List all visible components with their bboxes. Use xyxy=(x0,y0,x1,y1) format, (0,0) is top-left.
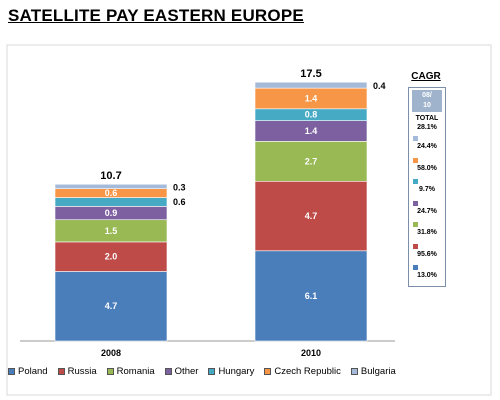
data-label-romania-2008: 1.5 xyxy=(105,226,118,236)
cagr-value: 9.7% xyxy=(419,186,435,193)
cagr-row: 24.7% xyxy=(409,200,445,219)
cagr-swatch xyxy=(413,265,418,270)
cagr-swatch xyxy=(413,243,418,249)
cagr-value: 58.0% xyxy=(417,164,437,172)
cagr-row: 13.0% xyxy=(409,265,445,283)
bar-romania-2010 xyxy=(254,141,368,182)
cagr-row: 95.6% xyxy=(409,243,445,262)
data-label-hungary-2010: 0.8 xyxy=(305,110,318,120)
cagr-row: 31.8% xyxy=(409,222,445,240)
data-label-poland-2008: 4.7 xyxy=(105,301,118,311)
data-label-bulgaria-2010: 0.4 xyxy=(373,81,386,91)
cagr-value: 24.7% xyxy=(417,207,437,215)
cagr-row: 58.0% xyxy=(409,157,445,176)
legend-item-czech-republic: Czech Republic xyxy=(264,366,341,377)
cagr-row: 24.4% xyxy=(409,136,445,154)
data-label-russia-2010: 4.7 xyxy=(305,211,318,221)
legend-swatch-romania xyxy=(106,368,114,375)
total-label-2008: 10.7 xyxy=(100,170,121,182)
cagr-swatch xyxy=(413,157,418,163)
bar-poland-2008 xyxy=(54,271,168,342)
cagr-value: 24.4% xyxy=(417,143,437,150)
cagr-value: 13.0% xyxy=(417,272,437,279)
cagr-swatch xyxy=(413,179,418,184)
total-label-2010: 17.5 xyxy=(300,68,321,80)
data-label-russia-2008: 2.0 xyxy=(105,252,118,262)
legend-swatch-czech-republic xyxy=(264,368,272,375)
cagr-value: 31.8% xyxy=(417,229,437,236)
legend-label-hungary: Hungary xyxy=(218,366,255,377)
data-label-hungary-2008: 0.6 xyxy=(173,197,186,207)
cagr-swatch xyxy=(413,200,418,206)
legend-swatch-hungary xyxy=(208,368,216,375)
cagr-total-row: TOTAL 28.1% xyxy=(409,115,445,133)
legend-label-russia: Russia xyxy=(67,366,97,377)
legend-item-romania: Romania xyxy=(106,366,155,377)
cagr-row: 9.7% xyxy=(409,179,445,197)
cagr-swatch xyxy=(413,222,418,227)
data-label-czech-republic-2010: 1.4 xyxy=(305,93,318,103)
cagr-period-bottom: 10 xyxy=(423,102,431,109)
legend-label-other: Other xyxy=(174,366,199,377)
cagr-total-label: TOTAL xyxy=(415,115,439,122)
legend-swatch-poland xyxy=(8,368,15,375)
legend-label-romania: Romania xyxy=(116,366,155,377)
cagr-swatch xyxy=(413,136,418,141)
data-label-other-2010: 1.4 xyxy=(305,126,318,136)
cagr-heading: CAGR xyxy=(411,71,441,82)
legend-item-poland: Poland xyxy=(8,366,48,377)
chart-legend: Poland Russia Romania Other Hungary Czech Rep… xyxy=(8,366,498,377)
legend-label-poland: Poland xyxy=(18,366,48,377)
bar-hungary-2008 xyxy=(54,197,168,207)
chart-title: SATELLITE PAY EASTERN EUROPE xyxy=(8,6,304,25)
legend-item-hungary: Hungary xyxy=(208,366,254,377)
bar-poland-2010 xyxy=(254,250,368,342)
data-label-bulgaria-2008: 0.3 xyxy=(173,182,186,192)
category-label-2008: 2008 xyxy=(101,348,121,358)
legend-swatch-bulgaria xyxy=(350,368,358,375)
cagr-table: 08/ 10 TOTAL 28.1% 24.4% 58.0% 9.7% 24.7% 31… xyxy=(408,87,446,287)
legend-swatch-other xyxy=(164,368,172,375)
bar-russia-2010 xyxy=(254,180,368,252)
data-label-other-2008: 0.9 xyxy=(105,208,118,218)
data-label-czech-republic-2008: 0.6 xyxy=(105,188,118,198)
cagr-total-value: 28.1% xyxy=(417,124,437,131)
cagr-period-header: 08/ 10 xyxy=(412,90,442,112)
legend-label-czech-republic: Czech Republic xyxy=(274,366,341,377)
bar-bulgaria-2008 xyxy=(54,183,168,189)
data-label-poland-2010: 6.1 xyxy=(305,291,318,301)
legend-item-bulgaria: Bulgaria xyxy=(350,366,396,377)
cagr-period-top: 08/ xyxy=(422,92,432,99)
legend-swatch-russia xyxy=(57,368,65,375)
data-label-romania-2010: 2.7 xyxy=(305,156,318,166)
legend-item-russia: Russia xyxy=(57,366,97,377)
cagr-value: 95.6% xyxy=(417,250,437,258)
legend-item-other: Other xyxy=(164,366,199,377)
legend-label-bulgaria: Bulgaria xyxy=(360,366,396,377)
bar-bulgaria-2010 xyxy=(254,81,368,89)
cagr-panel: CAGR 08/ 10 TOTAL 28.1% 24.4% 58.0% 9.7% 24… xyxy=(402,70,450,287)
plot-frame xyxy=(6,44,492,396)
category-label-2010: 2010 xyxy=(301,348,321,358)
